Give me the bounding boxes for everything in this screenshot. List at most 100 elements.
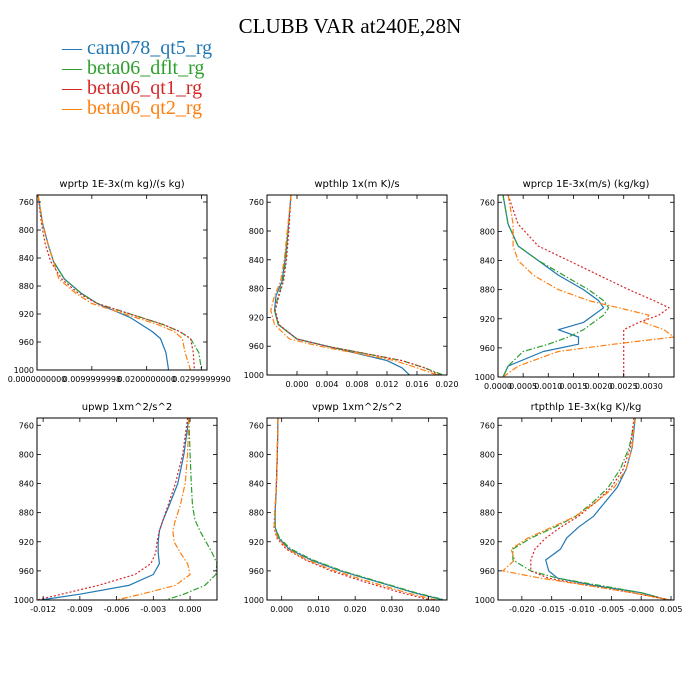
y-tick-label: 760 — [480, 421, 495, 430]
legend-swatch: — — [62, 57, 87, 79]
y-tick-label: 800 — [249, 227, 264, 236]
x-tick-label: -0.006 — [104, 605, 130, 614]
x-tick-label: 0.016 — [406, 380, 429, 389]
figure-title: CLUBB VAR at240E,28N — [238, 14, 462, 38]
y-tick-label: 800 — [480, 450, 495, 459]
y-tick-label: 840 — [249, 480, 264, 489]
y-tick-label: 800 — [19, 450, 34, 459]
legend-item: — beta06_dflt_rg — [62, 58, 212, 78]
y-tick-label: 960 — [480, 567, 495, 576]
x-tick-label: -0.020 — [509, 605, 535, 614]
legend: — cam078_qt5_rg — beta06_dflt_rg — beta0… — [62, 38, 212, 118]
legend-item: — cam078_qt5_rg — [62, 38, 212, 58]
y-tick-label: 920 — [480, 538, 495, 547]
x-tick-label: 0.000 — [179, 605, 202, 614]
series-group — [37, 195, 203, 370]
legend-label: beta06_qt2_rg — [87, 97, 203, 119]
y-tick-label: 1000 — [244, 596, 264, 605]
x-tick-label: 0.0099999998 — [63, 375, 122, 384]
x-tick-label: 0.030 — [380, 605, 403, 614]
x-tick-label: 0.0010 — [534, 382, 562, 391]
series-line — [274, 418, 444, 600]
y-tick-label: 760 — [480, 198, 495, 207]
panel-title: wprcp 1E-3x(m/s) (kg/kg) — [523, 179, 650, 190]
y-tick-label: 880 — [480, 286, 495, 295]
y-tick-label: 800 — [249, 450, 264, 459]
series-group — [273, 418, 446, 600]
x-tick-label: 0.0000000000 — [8, 375, 67, 384]
series-line — [37, 195, 192, 370]
x-tick-label: -0.010 — [569, 605, 595, 614]
series-line — [165, 418, 217, 600]
x-tick-label: -0.009 — [67, 605, 93, 614]
legend-item: — beta06_qt2_rg — [62, 98, 212, 118]
legend-label: beta06_qt1_rg — [87, 77, 203, 99]
y-tick-label: 760 — [19, 198, 34, 207]
series-line — [116, 418, 191, 600]
series-line — [273, 195, 444, 375]
x-tick-label: -0.005 — [598, 605, 624, 614]
y-tick-label: 920 — [249, 538, 264, 547]
series-line — [40, 418, 190, 600]
chart-panel: upwp 1xm^2/s^2 1000 960 920 880 840 800 760 -0.0… — [14, 402, 218, 614]
panel-title: wpthlp 1x(m K)/s — [314, 179, 399, 190]
x-tick-label: 0.020 — [436, 380, 459, 389]
legend-label: cam078_qt5_rg — [87, 37, 213, 59]
x-tick-label: 0.004 — [316, 380, 339, 389]
x-tick-label: 0.000 — [270, 605, 293, 614]
y-tick-label: 880 — [480, 509, 495, 518]
series-group — [270, 195, 444, 375]
plot-frame — [36, 417, 218, 601]
series-line — [502, 418, 671, 600]
series-line — [270, 195, 438, 375]
x-tick-label: 0.0299999990 — [172, 375, 231, 384]
y-tick-label: 800 — [19, 226, 34, 235]
y-tick-label: 760 — [249, 421, 264, 430]
y-tick-label: 1000 — [14, 366, 34, 375]
y-tick-label: 960 — [249, 567, 264, 576]
y-tick-label: 880 — [249, 509, 264, 518]
x-tick-label: 0.0030 — [635, 382, 663, 391]
y-tick-label: 840 — [480, 480, 495, 489]
y-tick-label: 1000 — [14, 596, 34, 605]
series-line — [37, 195, 195, 370]
y-tick-label: 960 — [19, 338, 34, 347]
y-tick-label: 960 — [249, 342, 264, 351]
x-tick-label: 0.005 — [660, 605, 683, 614]
series-line — [273, 195, 410, 375]
y-tick-label: 1000 — [475, 373, 495, 382]
x-tick-label: -0.000 — [628, 605, 654, 614]
series-group — [502, 418, 671, 600]
x-tick-label: -0.012 — [30, 605, 56, 614]
panel-title: wprtp 1E-3x(m kg)/(s kg) — [59, 179, 184, 190]
plot-frame — [497, 417, 675, 601]
y-tick-label: 920 — [480, 315, 495, 324]
legend-swatch: — — [62, 77, 87, 99]
x-tick-label: 0.000 — [286, 380, 309, 389]
y-tick-label: 880 — [249, 285, 264, 294]
chart-panel: vpwp 1xm^2/s^2 1000 960 920 880 840 800 760 0.00… — [244, 402, 448, 614]
chart-panel: wpthlp 1x(m K)/s 1000 960 920 880 840 800 760 0.… — [244, 179, 459, 389]
y-tick-label: 840 — [19, 254, 34, 263]
y-tick-label: 920 — [249, 313, 264, 322]
x-tick-label: 0.010 — [307, 605, 330, 614]
chart-panel: wprcp 1E-3x(m/s) (kg/kg) 1000 960 920 880 840… — [475, 179, 675, 391]
x-tick-label: 0.0200000000 — [117, 375, 176, 384]
x-tick-label: 0.020 — [344, 605, 367, 614]
legend-swatch: — — [62, 37, 87, 59]
series-group — [502, 195, 674, 377]
x-tick-label: -0.003 — [140, 605, 166, 614]
x-tick-label: 0.008 — [346, 380, 369, 389]
plot-frame — [266, 194, 448, 376]
plot-frame — [36, 194, 208, 371]
plot-frame — [497, 194, 675, 378]
y-tick-label: 840 — [480, 257, 495, 266]
x-tick-label: 0.0005 — [509, 382, 537, 391]
y-tick-label: 880 — [19, 282, 34, 291]
panel-title: upwp 1xm^2/s^2 — [82, 402, 172, 413]
x-tick-label: 0.0000 — [484, 382, 512, 391]
y-tick-label: 1000 — [475, 596, 495, 605]
series-group — [37, 418, 217, 600]
chart-panel: wprtp 1E-3x(m kg)/(s kg) 1000 960 920 880 840… — [8, 179, 231, 384]
